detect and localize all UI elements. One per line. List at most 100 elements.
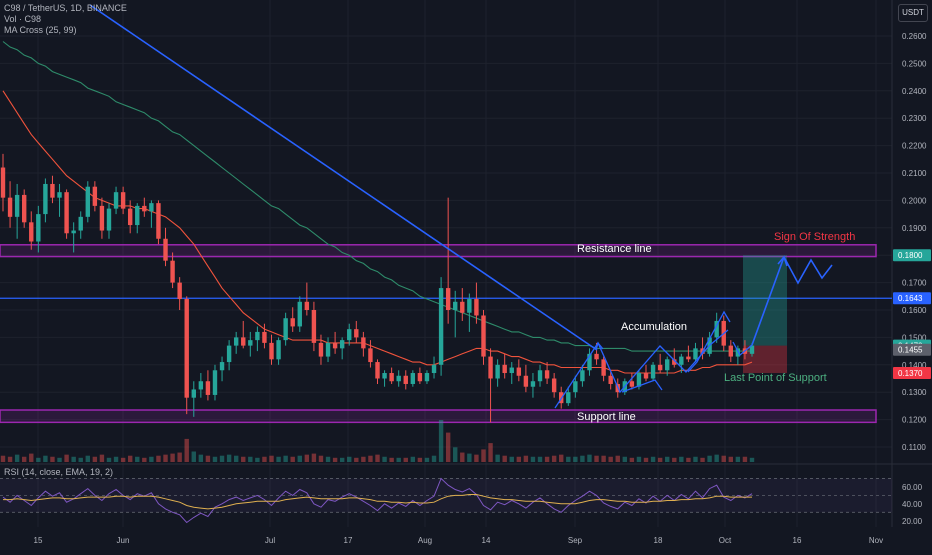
volume-bar	[559, 454, 564, 462]
volume-bar	[170, 453, 175, 462]
candle-body	[248, 340, 253, 346]
grid-lines	[0, 0, 932, 527]
volume-bar	[262, 456, 267, 462]
chart-legend: C98 / TetherUS, 1D, BINANCE Vol · C98 MA…	[4, 3, 127, 36]
volume-bar	[290, 456, 295, 462]
volume-bar	[276, 456, 281, 462]
volume-bar	[163, 454, 168, 462]
rsi-tick-label: 20.00	[902, 517, 923, 526]
candle-body	[453, 301, 458, 310]
volume-bar	[0, 455, 6, 462]
volume-bar	[106, 457, 112, 462]
volume-bar	[142, 457, 147, 462]
volume-bar	[361, 456, 366, 462]
candle-body	[318, 342, 324, 357]
volume-bar	[714, 454, 719, 462]
volume-bar	[50, 456, 55, 462]
price-tick-label: 0.1900	[902, 224, 927, 233]
volume-bar	[587, 454, 592, 462]
price-tick-label: 0.1600	[902, 306, 927, 315]
candle-body	[495, 364, 500, 379]
candle-body	[679, 356, 684, 365]
volume-bar	[537, 456, 543, 462]
volume-bar	[219, 455, 225, 462]
candle-body	[587, 353, 592, 371]
rsi-tick-label: 40.00	[902, 500, 923, 509]
volume-bar	[516, 456, 522, 462]
candle-body	[636, 373, 642, 387]
candle-body	[0, 167, 6, 198]
price-tick-label: 0.2100	[902, 169, 927, 178]
symbol-title[interactable]: C98 / TetherUS, 1D, BINANCE	[4, 3, 127, 13]
ma-cross-legend[interactable]: MA Cross (25, 99)	[4, 25, 77, 35]
volume-bar	[622, 456, 628, 462]
volume-bar	[375, 454, 380, 462]
volume-bar	[255, 457, 260, 462]
projection-line	[751, 256, 785, 346]
candle-body	[714, 320, 719, 338]
volume-bar	[177, 452, 182, 462]
time-axis[interactable]: 15 Jun Jul 17 Aug 14 Sep 18 Oct 16 Nov	[34, 536, 884, 545]
volume-bar	[127, 455, 133, 462]
volume-bar	[92, 456, 98, 462]
volume-bar	[113, 456, 119, 462]
time-tick-label: Jun	[117, 536, 130, 545]
candle-body	[57, 192, 62, 198]
currency-button[interactable]: USDT	[898, 4, 928, 22]
candle-body	[233, 337, 239, 346]
candle-body	[120, 192, 126, 209]
price-label-text: 0.1455	[898, 346, 923, 355]
candle-body	[170, 260, 175, 283]
annotation-resistance-line: Resistance line	[577, 243, 652, 255]
price-label-bg	[893, 292, 931, 305]
candle-body	[417, 373, 423, 382]
volume-bar	[643, 457, 649, 462]
volume-bar	[241, 456, 246, 462]
rsi-line	[2, 477, 753, 524]
volume-bar	[64, 454, 69, 462]
candle-body	[163, 238, 168, 261]
candle-body	[424, 373, 430, 382]
candle-body	[29, 222, 34, 242]
volume-bar	[615, 455, 620, 462]
volume-bar	[665, 456, 670, 462]
candle-body	[297, 301, 302, 327]
volume-legend[interactable]: Vol · C98	[4, 14, 42, 24]
resistance-zone	[0, 244, 877, 258]
candle-body	[481, 315, 486, 357]
volume-bar	[311, 453, 317, 462]
candle-body	[255, 331, 260, 341]
volume-bar	[445, 432, 451, 462]
candle-body	[693, 348, 698, 360]
trendline	[89, 4, 598, 351]
candle-body	[629, 381, 635, 387]
price-tick-label: 0.2600	[902, 32, 927, 41]
rsi-legend[interactable]: RSI (14, close, EMA, 19, 2)	[4, 467, 114, 477]
time-tick-label: Oct	[719, 536, 732, 545]
candle-body	[368, 348, 373, 363]
volume-bar	[650, 456, 656, 462]
volume-bar	[735, 456, 741, 462]
candle-body	[488, 356, 493, 379]
candle-body	[474, 299, 479, 316]
volume-bar	[742, 456, 748, 462]
price-tick-label: 0.1100	[902, 443, 926, 452]
candle-body	[537, 370, 543, 382]
candle-body	[184, 299, 189, 398]
volume-bar	[544, 456, 550, 462]
volume-bar	[573, 456, 578, 462]
time-tick-label: 17	[344, 536, 353, 545]
volume-bar	[438, 420, 444, 462]
projection-arrowhead	[777, 255, 788, 267]
candle-body	[219, 362, 225, 371]
volume-bar	[389, 457, 394, 462]
ma-slow-line	[2, 41, 752, 352]
lps-dip	[732, 341, 753, 357]
candle-body	[304, 301, 310, 310]
zigzag-upper	[687, 310, 731, 373]
candle-body	[14, 194, 20, 217]
candle-body	[467, 299, 472, 313]
